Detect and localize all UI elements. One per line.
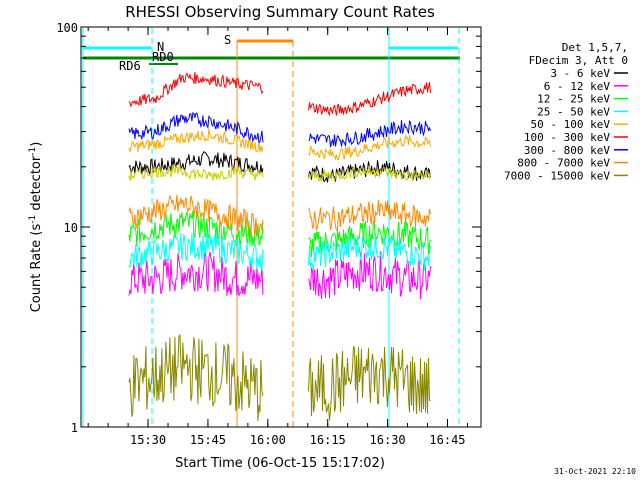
x-tick-label-2: 16:00: [250, 433, 286, 447]
legend-header-2: FDecim 3, Att 0: [529, 54, 628, 67]
y-axis-label-sup2: -1: [28, 147, 38, 156]
series-1: [128, 251, 431, 299]
legend-item-3: 25 - 50 keV: [537, 105, 610, 118]
x-axis-label: Start Time (06-Oct-15 15:17:02): [175, 456, 385, 471]
legend-item-8: 7000 - 15000 keV: [504, 169, 610, 182]
series-4-segment-1: [308, 134, 431, 161]
x-tick-label-3: 16:15: [310, 433, 346, 447]
x-tick-label-1: 15:45: [190, 433, 226, 447]
series-2-segment-0: [128, 210, 264, 247]
x-tick-label-0: 15:30: [130, 433, 166, 447]
annotation-RD0: RD0: [152, 50, 174, 64]
annotation-S: S: [224, 33, 231, 47]
series-8: [128, 334, 431, 422]
y-tick-label-0: 1: [71, 421, 78, 435]
y-axis-label-mid: detector: [29, 155, 44, 215]
y-axis-label-end: ): [29, 142, 44, 147]
series-1-segment-1: [308, 251, 431, 299]
y-axis-label-sup1: -1: [28, 215, 38, 224]
y-tick-label-1: 10: [64, 221, 78, 235]
series-overlay: [128, 163, 431, 184]
annotation-RD6: RD6: [119, 59, 141, 73]
series-overlay-segment-0: [128, 163, 264, 181]
legend-item-7: 800 - 7000 keV: [517, 157, 610, 170]
chart-title: RHESSI Observing Summary Count Rates: [125, 3, 435, 21]
series-1-segment-0: [128, 251, 264, 296]
series-8-segment-1: [308, 346, 431, 421]
series-4-segment-0: [128, 128, 264, 153]
legend-item-2: 12 - 25 keV: [537, 93, 610, 106]
legend-item-6: 300 - 800 keV: [524, 144, 610, 157]
footer-timestamp: 31-Oct-2021 22:10: [554, 467, 636, 476]
series-8-segment-0: [128, 334, 264, 422]
series-5-segment-0: [128, 72, 264, 107]
series-5: [128, 72, 431, 117]
y-tick-label-2: 100: [56, 21, 78, 35]
legend-item-5: 100 - 300 keV: [524, 131, 610, 144]
legend-item-0: 3 - 6 keV: [550, 67, 610, 80]
series-7-segment-0: [128, 194, 264, 237]
x-tick-label-5: 16:45: [429, 433, 465, 447]
legend-header-1: Det 1,5,7,: [562, 41, 628, 54]
series-6-segment-0: [128, 111, 264, 143]
series-6: [128, 111, 431, 148]
x-tick-label-4: 16:30: [370, 433, 406, 447]
legend-item-4: 50 - 100 keV: [531, 118, 611, 131]
y-axis-label: Count Rate (s-1 detector-1): [28, 142, 44, 313]
series-2: [128, 210, 431, 258]
series-overlay-segment-1: [308, 165, 431, 184]
annotation-N: N: [157, 40, 164, 54]
series-4: [128, 128, 431, 161]
plot-frame: [80, 26, 482, 428]
legend-item-1: 6 - 12 keV: [544, 80, 611, 93]
y-axis-label-main: Count Rate (s: [29, 224, 44, 313]
series-3: [128, 232, 431, 272]
series-6-segment-1: [308, 119, 431, 148]
series-0-segment-0: [128, 151, 264, 176]
series-7-segment-1: [308, 199, 431, 231]
series-3-segment-0: [128, 232, 264, 272]
series-3-segment-1: [308, 233, 431, 271]
series-7: [128, 194, 431, 237]
series-5-segment-1: [308, 82, 431, 117]
